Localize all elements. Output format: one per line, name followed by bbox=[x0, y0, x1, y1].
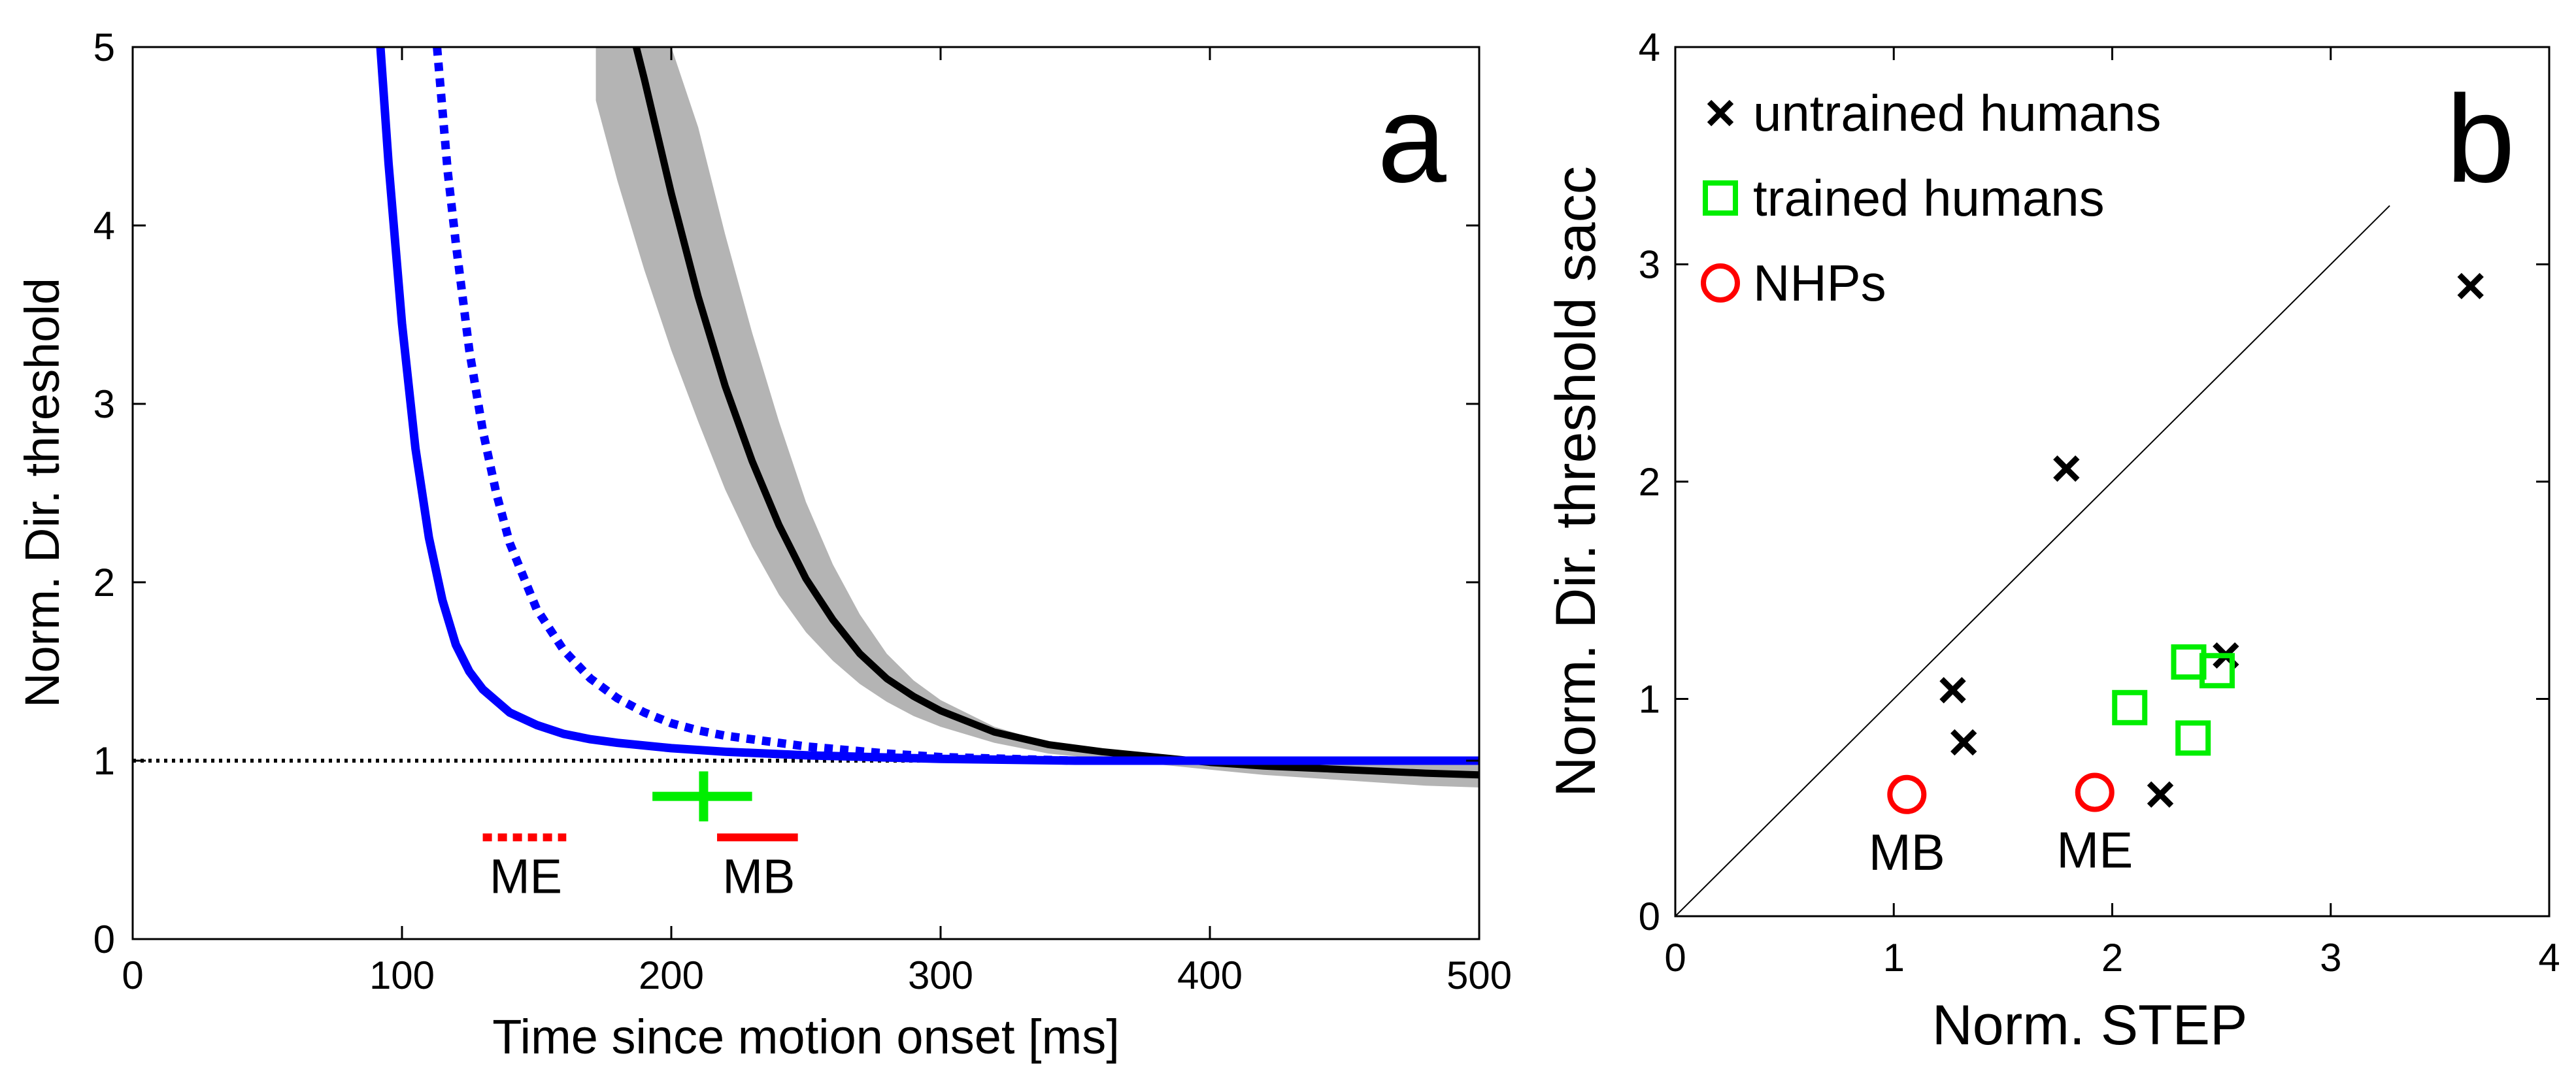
untrained-humans-point bbox=[2053, 455, 2080, 482]
legend-square-icon bbox=[1703, 180, 1738, 216]
dotted-blue-curve bbox=[433, 47, 1479, 765]
y-tick-label: 2 bbox=[93, 561, 115, 604]
mb-point-label: MB bbox=[1869, 823, 1945, 881]
y-tick-label: 0 bbox=[93, 918, 115, 961]
me-label: ME bbox=[490, 849, 562, 903]
panel-b-y-axis-label: Norm. Dir. threshold sacc bbox=[1545, 166, 1607, 797]
panel-a: ME MB 0 100 200 300 400 500 0 1 2 3 4 5 a Time since… bbox=[15, 25, 1512, 1064]
legend-x-icon bbox=[1707, 99, 1734, 127]
legend-circle-icon bbox=[1701, 263, 1740, 303]
y-tick-label: 4 bbox=[1639, 25, 1660, 69]
panel-a-axes-box bbox=[131, 46, 1480, 940]
panel-b-label: b bbox=[2446, 70, 2515, 208]
trained-humans-point bbox=[2112, 689, 2148, 725]
legend-label: untrained humans bbox=[1753, 84, 2161, 142]
x-tick-label: 100 bbox=[369, 953, 435, 997]
x-tick-label: 200 bbox=[639, 953, 704, 997]
x-tick-label: 0 bbox=[1664, 936, 1686, 980]
y-tick-label: 3 bbox=[93, 382, 115, 426]
y-tick-label: 3 bbox=[1639, 243, 1660, 287]
gray-confidence-band bbox=[595, 47, 1479, 787]
identity-line bbox=[1675, 205, 2390, 917]
y-tick-label: 0 bbox=[1639, 895, 1660, 938]
y-tick-label: 4 bbox=[93, 204, 115, 248]
panel-b-x-axis-label: Norm. STEP bbox=[1932, 994, 2248, 1057]
solid-blue-curve bbox=[376, 47, 1479, 765]
panel-a-x-axis-label: Time since motion onset [ms] bbox=[492, 1010, 1120, 1064]
x-tick-label: 0 bbox=[122, 953, 143, 997]
panel-a-y-axis-label: Norm. Dir. threshold bbox=[15, 278, 69, 708]
panel-b: MB ME 0 1 2 3 4 0 1 2 3 4 untrained humans trained … bbox=[1545, 25, 2560, 1057]
untrained-humans-point bbox=[1950, 729, 1977, 756]
x-tick-label: 1 bbox=[1883, 936, 1905, 980]
x-tick-label: 4 bbox=[2538, 936, 2560, 980]
panel-a-label: a bbox=[1377, 70, 1447, 208]
y-tick-label: 5 bbox=[93, 25, 115, 69]
trained-humans-point bbox=[2199, 653, 2235, 689]
y-tick-label: 1 bbox=[1639, 678, 1660, 721]
x-tick-label: 300 bbox=[908, 953, 973, 997]
NHPs-point bbox=[1887, 774, 1927, 814]
untrained-humans-point bbox=[2457, 273, 2484, 299]
panel-b-legend: untrained humans trained humans NHPs bbox=[1701, 84, 2161, 312]
y-tick-label: 2 bbox=[1639, 460, 1660, 504]
x-tick-label: 2 bbox=[2101, 936, 2123, 980]
x-tick-label: 500 bbox=[1447, 953, 1512, 997]
x-tick-label: 3 bbox=[2320, 936, 2341, 980]
legend-label: trained humans bbox=[1753, 169, 2105, 227]
untrained-humans-point bbox=[2147, 781, 2174, 808]
NHPs-point bbox=[2075, 772, 2115, 812]
x-tick-label: 400 bbox=[1177, 953, 1243, 997]
legend-label: NHPs bbox=[1753, 254, 1886, 312]
me-point-label: ME bbox=[2056, 821, 2133, 878]
untrained-humans-point bbox=[1939, 677, 1966, 704]
mb-label: MB bbox=[722, 849, 795, 903]
y-tick-label: 1 bbox=[93, 739, 115, 783]
trained-humans-point bbox=[2175, 720, 2211, 756]
